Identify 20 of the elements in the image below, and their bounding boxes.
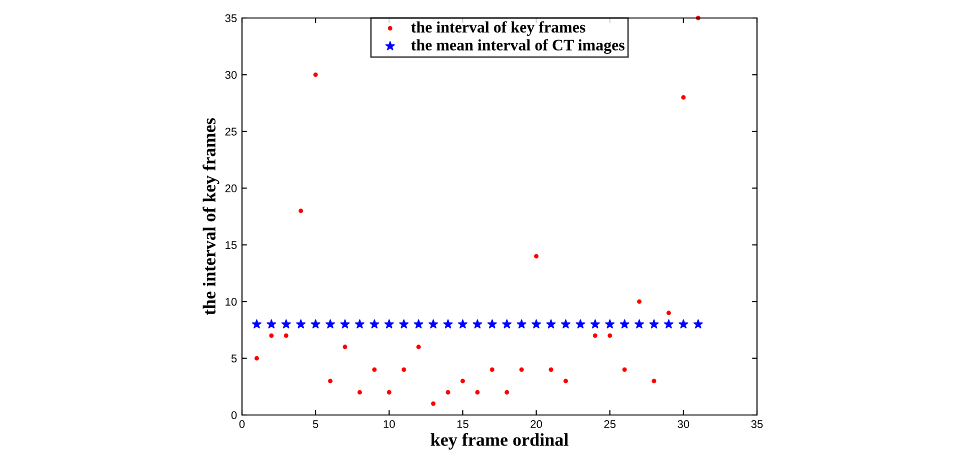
y-tick-label: 5	[231, 354, 237, 362]
x-tick-label: 25	[604, 420, 616, 428]
x-tick-label: 15	[457, 420, 468, 428]
x-tick-label: 35	[751, 420, 763, 428]
legend-label: the mean interval of CT images	[411, 39, 624, 54]
x-tick-label: 30	[678, 420, 690, 428]
y-tick-label: 15	[226, 241, 237, 249]
y-tick-label: 20	[225, 184, 237, 192]
y-tick-label: 0	[231, 411, 237, 420]
x-axis-title: key frame ordinal	[430, 432, 568, 450]
y-tick-label: 25	[225, 128, 237, 136]
x-tick-label: 10	[384, 420, 395, 428]
x-tick-label: 5	[312, 420, 318, 428]
y-tick-label: 35	[225, 14, 237, 22]
legend-label: the interval of key frames	[411, 21, 586, 36]
x-tick-label: 20	[530, 420, 542, 428]
y-tick-label: 30	[225, 70, 237, 79]
x-tick-label: 0	[239, 420, 245, 428]
y-tick-label: 10	[226, 298, 237, 306]
y-axis-title: the interval of key frames	[202, 118, 220, 315]
